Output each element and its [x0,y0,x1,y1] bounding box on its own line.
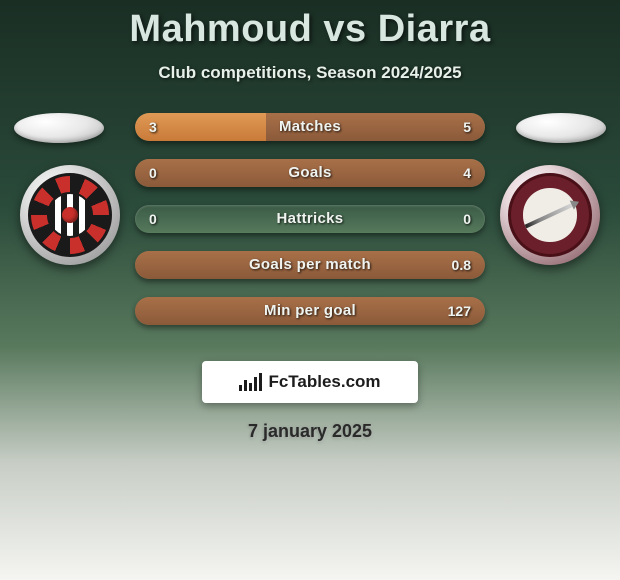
stat-bar: Goals per match0.8 [135,251,485,279]
stat-bar-left-value: 0 [149,159,157,187]
stat-bars: Matches35Goals04Hattricks00Goals per mat… [135,113,485,343]
stat-bar-left-value: 0 [149,205,157,233]
stat-bar: Hattricks0 0 [135,205,485,233]
right-club-logo [500,165,600,265]
stat-bar-right-value: 0.8 [452,251,471,279]
stat-bar-right-value: 0 [463,205,471,233]
snapshot-date: 7 january 2025 [0,421,620,442]
left-club-logo [20,165,120,265]
sword-icon [524,202,576,229]
branding-text: FcTables.com [268,372,380,392]
stat-bar-right-value: 5 [463,113,471,141]
stat-bar-right-value: 127 [448,297,471,325]
right-player-oval [516,113,606,143]
ball-icon [62,207,78,223]
page-subtitle: Club competitions, Season 2024/2025 [0,63,620,83]
stat-bar-right-value: 4 [463,159,471,187]
page-title: Mahmoud vs Diarra [0,0,620,51]
stat-bar: Goals0 4 [135,159,485,187]
stat-bar-label: Goals [135,159,485,187]
branding-badge: FcTables.com [202,361,418,403]
stat-bar: Matches3 5 [135,113,485,141]
stat-bar-label: Matches [135,113,485,141]
chart-icon [239,373,262,391]
stat-bar-label: Min per goal [135,297,485,325]
stat-bar: Min per goal127 [135,297,485,325]
stat-bar-left-value: 3 [149,113,157,141]
stat-bar-label: Goals per match [135,251,485,279]
left-player-oval [14,113,104,143]
stat-bar-label: Hattricks [135,205,485,233]
